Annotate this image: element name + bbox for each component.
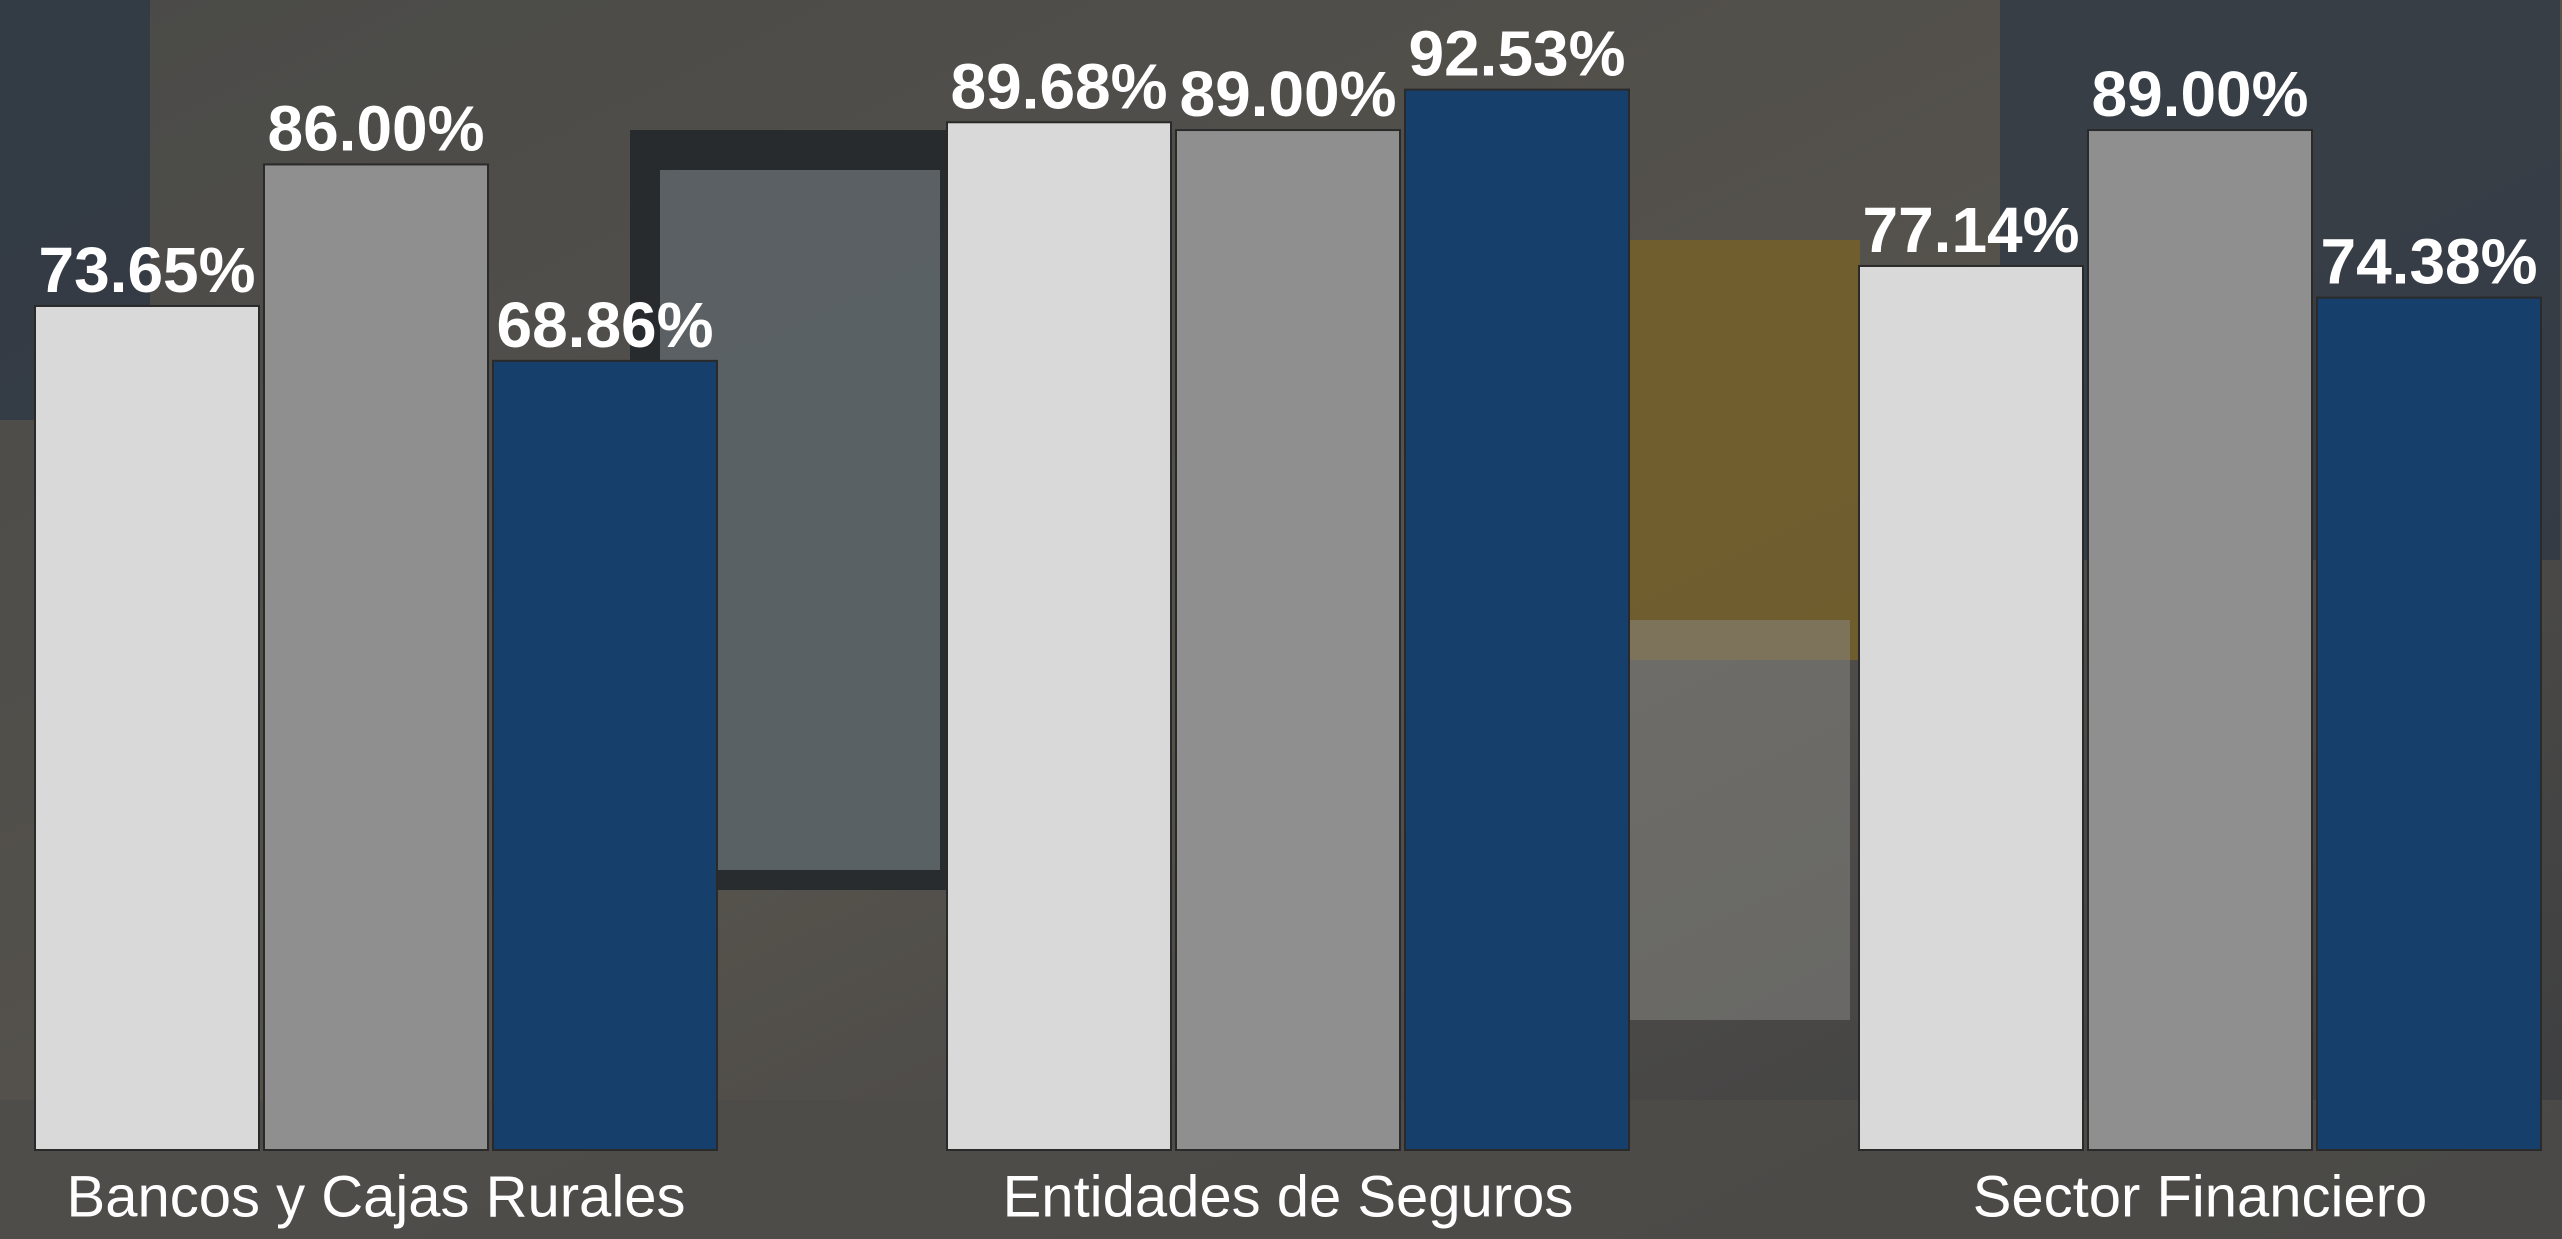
bar <box>1859 266 2083 1150</box>
value-label: 68.86% <box>496 289 713 361</box>
value-label: 74.38% <box>2320 226 2537 298</box>
bar <box>1405 90 1629 1150</box>
category-label: Sector Financiero <box>1973 1164 2428 1229</box>
chart: Bancos y Cajas Rurales 73.65%86.00% 68.86%… <box>0 0 2562 1239</box>
value-label: 89.00% <box>1179 58 1396 130</box>
value-label: 73.65% <box>38 234 255 306</box>
category-label: Entidades de Seguros <box>1003 1164 1574 1229</box>
plot-area: Bancos y Cajas Rurales 73.65%86.00% 68.86%… <box>35 18 2541 1230</box>
bar <box>493 361 717 1150</box>
bar <box>1176 130 1400 1150</box>
value-label: 77.14% <box>1862 194 2079 266</box>
value-label: 89.00% <box>2091 58 2308 130</box>
bar <box>35 306 259 1150</box>
value-label: 92.53% <box>1408 18 1625 90</box>
bar <box>2088 130 2312 1150</box>
bar <box>2317 298 2541 1150</box>
page: Bancos y Cajas Rurales 73.65%86.00% 68.86%… <box>0 0 2562 1239</box>
bar <box>947 122 1171 1150</box>
value-label: 89.68% <box>950 50 1167 122</box>
bar <box>264 164 488 1150</box>
category-label: Bancos y Cajas Rurales <box>67 1164 686 1229</box>
value-label: 86.00% <box>267 92 484 164</box>
